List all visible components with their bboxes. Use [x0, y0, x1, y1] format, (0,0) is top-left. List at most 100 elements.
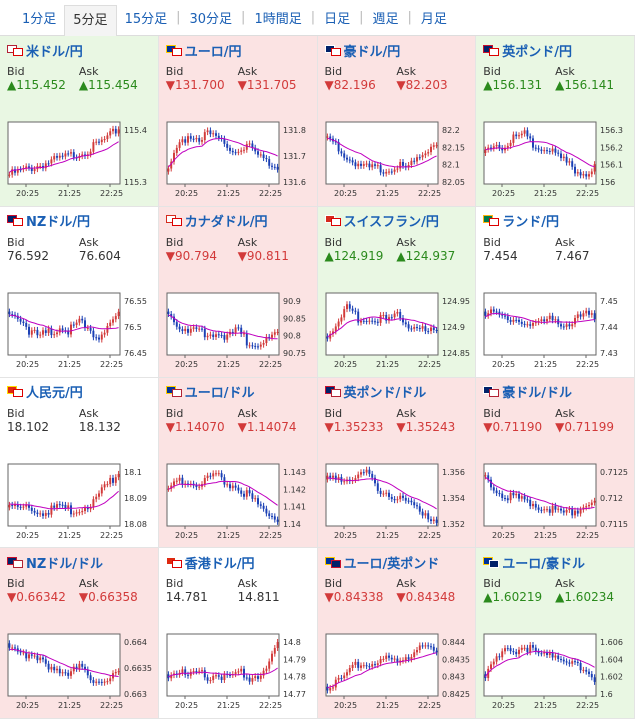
mini-candle-chart[interactable]: 124.95 124.9 124.85 20:25 21:25 22:25 [324, 287, 474, 371]
pair-name[interactable]: 豪ドル/ドル [502, 386, 572, 401]
candle-body [351, 160, 354, 163]
tab-timeframe[interactable]: 週足 [372, 12, 399, 27]
tab-timeframe[interactable]: 月足 [420, 12, 447, 27]
pair-title[interactable]: 英ポンド/円 [483, 42, 627, 60]
pair-title[interactable]: 英ポンド/ドル [324, 384, 469, 401]
currency-pair-card[interactable]: ユーロ/ドル Bid Ask ▼1.14070 ▼1.14074 1.143 1.… [158, 377, 318, 549]
candle-body [78, 511, 81, 513]
mini-candle-chart[interactable]: 131.8 131.7 131.6 20:25 21:25 22:25 [165, 116, 315, 200]
currency-pair-card[interactable]: 英ポンド/円 Bid Ask ▲156.131 ▲156.141 156.3 15… [476, 36, 635, 207]
pair-name[interactable]: NZドル/円 [26, 215, 91, 231]
mini-candle-chart[interactable]: 156.3 156.2 156.1 156 20:25 21:25 22:25 [482, 116, 632, 200]
candle-body [223, 674, 226, 681]
mini-candle-chart[interactable]: 1.606 1.604 1.602 1.6 20:25 21:25 22:25 [482, 628, 632, 712]
pair-name[interactable]: カナダドル/円 [184, 215, 268, 231]
mini-candle-chart[interactable]: 14.8 14.79 14.78 14.77 20:25 21:25 22:25 [165, 628, 315, 712]
mini-candle-chart[interactable]: 115.4 115.3 20:25 21:25 22:25 [6, 116, 156, 200]
mini-candle-chart[interactable]: 0.664 0.6635 0.663 20:25 21:25 22:25 [6, 628, 156, 712]
currency-pair-card[interactable]: 人民元/円 Bid Ask 18.102 18.132 18.1 18.09 18.… [0, 377, 159, 549]
candle-body [228, 675, 231, 677]
candle-body [195, 138, 198, 140]
currency-pair-card[interactable]: ランド/円 Bid Ask 7.454 7.467 7.45 7.44 7.43 20… [476, 206, 635, 378]
pair-title[interactable]: ユーロ/英ポンド [324, 554, 469, 572]
chart-svg: 76.55 76.5 76.45 20:25 21:25 22:25 [7, 292, 147, 369]
pair-title[interactable]: 豪ドル/ドル [483, 384, 627, 401]
mini-candle-chart[interactable]: 7.45 7.44 7.43 20:25 21:25 22:25 [482, 287, 632, 371]
pair-name[interactable]: ユーロ/英ポンド [343, 556, 440, 572]
pair-name[interactable]: NZドル/ドル [26, 556, 104, 572]
tab-timeframe[interactable]: 30分足 [189, 12, 233, 27]
pair-name[interactable]: 英ポンド/ドル [343, 386, 427, 401]
y-tick-label: 14.78 [283, 673, 306, 682]
candle-body [421, 155, 424, 158]
pair-name[interactable]: ユーロ/ドル [184, 386, 255, 401]
pair-title[interactable]: カナダドル/円 [165, 213, 310, 231]
ask-label: Ask [396, 65, 417, 78]
pair-name[interactable]: 英ポンド/円 [502, 44, 572, 60]
mini-candle-chart[interactable]: 82.2 82.15 82.1 82.05 20:25 21:25 22:25 [324, 116, 474, 200]
currency-pair-card[interactable]: 米ドル/円 Bid Ask ▲115.452 ▲115.454 115.4 115… [0, 36, 159, 207]
tab-timeframe[interactable]: 1時間足 [254, 12, 302, 27]
price-labels: Bid Ask [166, 236, 310, 249]
currency-pair-card[interactable]: NZドル/円 Bid Ask 76.592 76.604 76.55 76.5 76… [0, 206, 159, 378]
tab-timeframe[interactable]: 15分足 [124, 12, 168, 27]
y-tick-label: 0.843 [442, 673, 465, 682]
currency-pair-card[interactable]: 香港ドル/円 Bid Ask 14.781 14.811 14.8 14.79 14… [158, 548, 318, 719]
candle-body [197, 670, 200, 672]
pair-title[interactable]: 豪ドル/円 [324, 42, 469, 60]
currency-pair-card[interactable]: カナダドル/円 Bid Ask ▼90.794 ▼90.811 90.9 90.8… [158, 206, 318, 378]
pair-name[interactable]: 豪ドル/円 [343, 44, 401, 60]
currency-pair-card[interactable]: スイスフラン/円 Bid Ask ▲124.919 ▲124.937 124.9… [317, 206, 477, 378]
candle-body [98, 337, 100, 340]
candle-body [546, 508, 549, 510]
pair-name[interactable]: スイスフラン/円 [343, 215, 439, 231]
mini-candle-chart[interactable]: 1.143 1.142 1.141 1.14 20:25 21:25 22:25 [165, 458, 315, 542]
pair-title[interactable]: 香港ドル/円 [165, 554, 310, 572]
pair-title[interactable]: NZドル/円 [7, 213, 151, 231]
pair-title[interactable]: NZドル/ドル [7, 554, 151, 572]
tab-timeframe[interactable]: 1分足 [22, 12, 57, 27]
pair-title[interactable]: 米ドル/円 [7, 42, 151, 60]
currency-pair-card[interactable]: ユーロ/豪ドル Bid Ask ▲1.60219 ▲1.60234 1.606 1… [476, 548, 635, 719]
pair-title[interactable]: ユーロ/ドル [165, 384, 310, 401]
x-tick-label: 21:25 [217, 189, 240, 198]
candle-body [593, 164, 596, 172]
candle-body [56, 669, 58, 671]
y-tick-label: 18.08 [124, 520, 147, 529]
pair-title[interactable]: スイスフラン/円 [324, 213, 469, 231]
pair-name[interactable]: 人民元/円 [26, 386, 83, 401]
price-labels: Bid Ask [7, 65, 151, 78]
mini-candle-chart[interactable]: 0.844 0.8435 0.843 0.8425 20:25 21:25 22:25 [324, 628, 474, 712]
mini-candle-chart[interactable]: 0.7125 0.712 0.7115 20:25 21:25 22:25 [482, 458, 632, 542]
candle-body [95, 681, 98, 684]
candle-body [58, 155, 61, 158]
pair-name[interactable]: 香港ドル/円 [184, 556, 255, 572]
currency-pair-card[interactable]: ユーロ/円 Bid Ask ▼131.700 ▼131.705 131.8 131… [158, 36, 318, 207]
mini-candle-chart[interactable]: 1.356 1.354 1.352 20:25 21:25 22:25 [324, 458, 474, 542]
currency-pair-card[interactable]: 豪ドル/円 Bid Ask ▼82.196 ▼82.203 82.2 82.15 8… [317, 36, 477, 207]
currency-pair-card[interactable]: NZドル/ドル Bid Ask ▼0.66342 ▼0.66358 0.664 0… [0, 548, 159, 719]
pair-name[interactable]: ユーロ/豪ドル [502, 556, 585, 572]
mini-candle-chart[interactable]: 90.9 90.85 90.8 90.75 20:25 21:25 22:25 [165, 287, 315, 371]
mini-candle-chart[interactable]: 76.55 76.5 76.45 20:25 21:25 22:25 [6, 287, 156, 371]
candle-body [582, 313, 585, 317]
mini-candle-chart[interactable]: 18.1 18.09 18.08 20:25 21:25 22:25 [6, 458, 156, 542]
pair-title[interactable]: ランド/円 [483, 213, 627, 231]
tab-timeframe[interactable]: 5分足 [64, 5, 117, 38]
currency-pair-card[interactable]: 豪ドル/ドル Bid Ask ▼0.71190 ▼0.71199 0.7125 0… [476, 377, 635, 549]
pair-title[interactable]: 人民元/円 [7, 384, 151, 401]
tab-timeframe[interactable]: 日足 [324, 12, 351, 27]
candle-body [220, 676, 223, 681]
candle-body [106, 483, 109, 485]
pair-name[interactable]: ランド/円 [502, 215, 559, 231]
pair-title[interactable]: ユーロ/豪ドル [483, 554, 627, 572]
pair-name[interactable]: 米ドル/円 [26, 44, 83, 60]
candle-body [560, 659, 563, 661]
pair-name[interactable]: ユーロ/円 [184, 44, 242, 60]
currency-pair-card[interactable]: ユーロ/英ポンド Bid Ask ▼0.84338 ▼0.84348 0.844… [317, 548, 477, 719]
candle-body [117, 129, 120, 134]
chart-svg: 82.2 82.15 82.1 82.05 20:25 21:25 22:25 [325, 121, 464, 198]
pair-title[interactable]: ユーロ/円 [165, 42, 310, 60]
currency-pair-card[interactable]: 英ポンド/ドル Bid Ask ▼1.35233 ▼1.35243 1.356 1… [317, 377, 477, 549]
candle-body [44, 512, 47, 516]
